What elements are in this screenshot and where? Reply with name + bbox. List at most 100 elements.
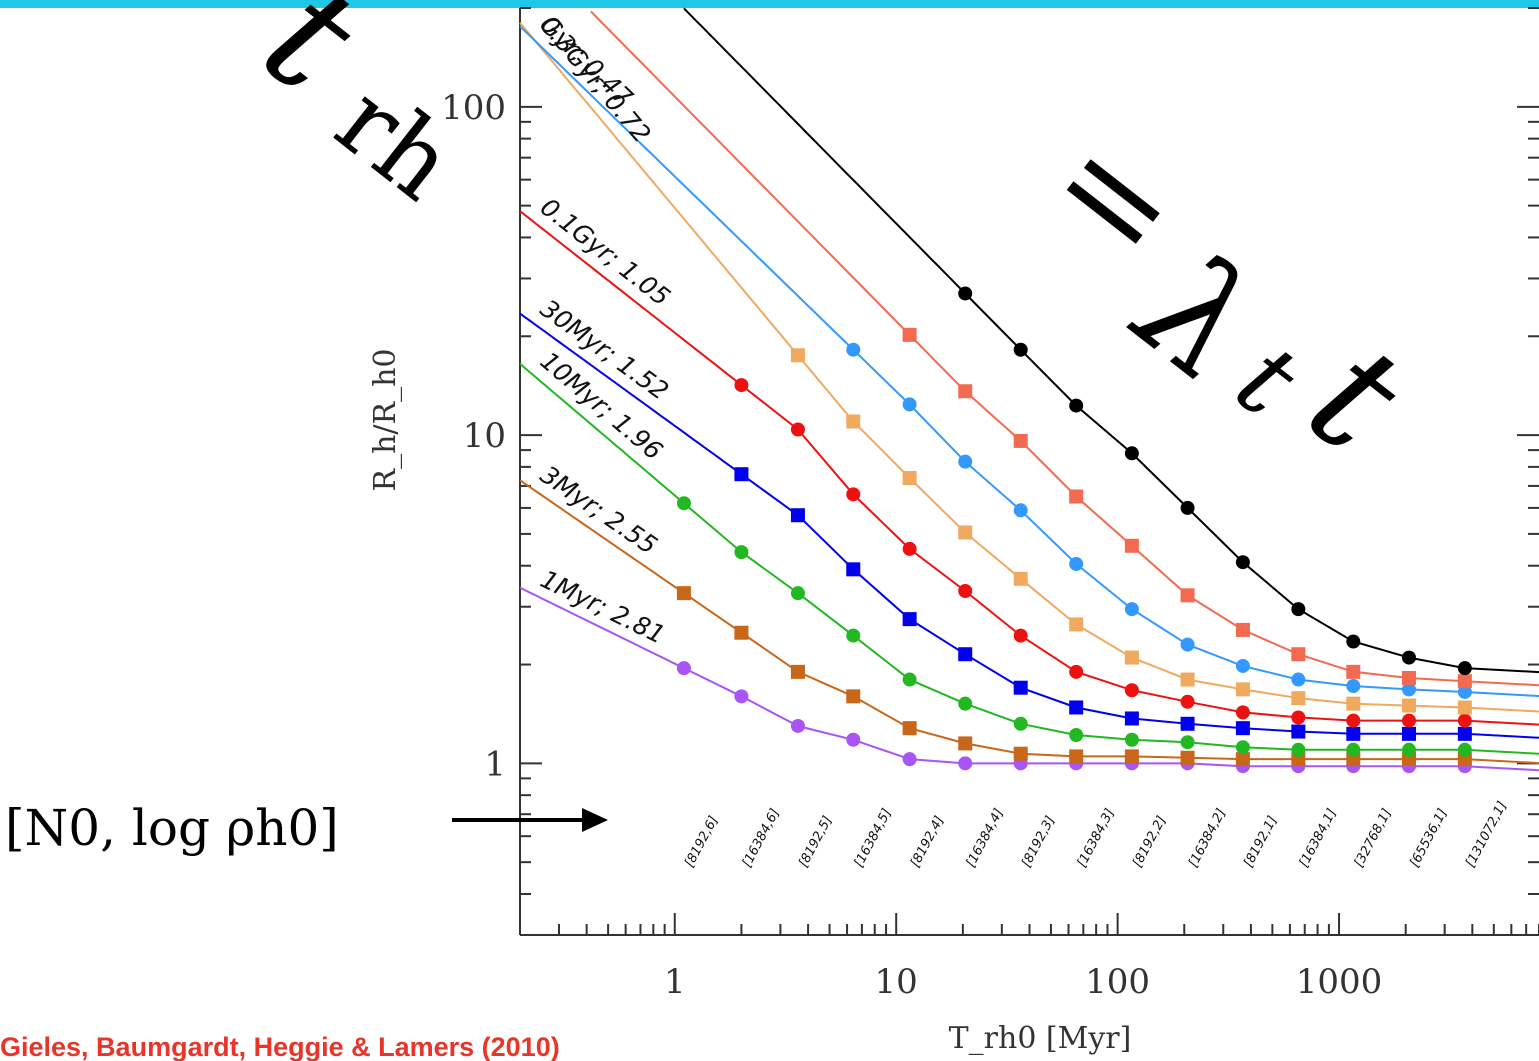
series-line	[519, 363, 1539, 755]
data-point	[1124, 683, 1139, 698]
annotation-arrow-head	[582, 808, 608, 832]
x-tick-label: 1	[664, 962, 686, 1002]
data-point	[1346, 634, 1361, 649]
chart-tick-labels: 1 10 100 1000 1 10 100	[441, 88, 1382, 1002]
data-point	[1180, 588, 1195, 603]
data-point	[790, 664, 805, 679]
series-line	[519, 210, 1539, 726]
point-label: [8192,1]	[1241, 814, 1280, 870]
data-point	[958, 286, 973, 301]
data-point	[902, 471, 917, 486]
equation: t rh = λ t t	[233, 0, 1433, 486]
data-point	[1235, 740, 1250, 755]
data-point	[1401, 726, 1416, 741]
series-label: 1Myr; 2.81	[536, 564, 670, 649]
y-tick-label: 1	[484, 744, 506, 784]
data-point	[1124, 602, 1139, 617]
data-point	[734, 689, 749, 704]
data-point	[1180, 637, 1195, 652]
data-point	[1346, 713, 1361, 728]
data-point	[1291, 691, 1306, 706]
data-point	[1124, 711, 1139, 726]
series-line	[519, 586, 1539, 772]
data-point	[1180, 750, 1195, 765]
data-point	[958, 525, 973, 540]
x-tick-label: 100	[1085, 962, 1150, 1002]
data-point	[790, 422, 805, 437]
data-point	[1401, 713, 1416, 728]
chart-axes	[519, 7, 1539, 936]
point-label: [8192,6]	[682, 814, 721, 870]
data-point	[1346, 726, 1361, 741]
data-point	[734, 625, 749, 640]
point-label: [8192,3]	[1019, 814, 1058, 870]
data-point	[958, 583, 973, 598]
point-label: [16384,4]	[963, 806, 1006, 869]
data-point	[676, 661, 691, 676]
data-point	[1235, 682, 1250, 697]
data-point	[1013, 503, 1028, 518]
data-point	[846, 342, 861, 357]
data-point	[846, 414, 861, 429]
data-point	[1180, 694, 1195, 709]
chart-curves	[519, 7, 1539, 772]
data-point	[1235, 705, 1250, 720]
data-point	[1069, 700, 1084, 715]
data-point	[1457, 684, 1472, 699]
data-point	[1124, 749, 1139, 764]
data-point	[846, 732, 861, 747]
data-point	[1401, 670, 1416, 685]
data-point	[1401, 650, 1416, 665]
point-label: [8192,5]	[796, 814, 835, 870]
data-point	[902, 752, 917, 767]
data-point	[1457, 726, 1472, 741]
data-point	[902, 672, 917, 687]
equation-lhs-sub: rh	[315, 62, 475, 223]
data-point	[1180, 716, 1195, 731]
data-point	[734, 467, 749, 482]
point-label: [16384,1]	[1297, 806, 1340, 869]
point-label: [16384,5]	[852, 806, 895, 869]
data-point	[1346, 679, 1361, 694]
data-point	[1291, 672, 1306, 687]
y-axis-label: R_h/R_h0	[368, 348, 403, 491]
data-point	[734, 378, 749, 393]
series-line	[519, 22, 1539, 713]
slide-background	[0, 8, 1539, 1061]
data-point	[1180, 735, 1195, 750]
point-label: [131072,1]	[1463, 799, 1510, 870]
point-label: [16384,6]	[740, 806, 783, 869]
data-point	[1235, 622, 1250, 637]
data-point	[1235, 555, 1250, 570]
data-point	[846, 628, 861, 643]
data-point	[1235, 721, 1250, 736]
series-line	[590, 10, 1539, 687]
data-point	[1124, 446, 1139, 461]
series-line	[519, 312, 1539, 739]
data-point	[1013, 342, 1028, 357]
data-point	[1291, 710, 1306, 725]
series-label: 0.1Gyr; 1.05	[535, 192, 676, 311]
series-label: Gyr; 0.47	[534, 10, 638, 112]
data-point	[1013, 680, 1028, 695]
point-label: [32768,1]	[1352, 806, 1395, 869]
data-point	[1291, 724, 1306, 739]
data-point	[1457, 742, 1472, 757]
data-point	[676, 496, 691, 511]
data-point	[1401, 682, 1416, 697]
annotation: [N0, log ρh0]	[5, 799, 608, 857]
data-point	[958, 384, 973, 399]
data-point	[790, 586, 805, 601]
series-line	[683, 7, 1539, 674]
data-point	[958, 756, 973, 771]
data-point	[1069, 664, 1084, 679]
data-point	[1457, 713, 1472, 728]
data-point	[958, 696, 973, 711]
data-point	[846, 487, 861, 502]
data-point	[1069, 728, 1084, 743]
point-label: [16384,3]	[1074, 806, 1117, 869]
data-point	[1069, 398, 1084, 413]
data-point	[958, 736, 973, 751]
